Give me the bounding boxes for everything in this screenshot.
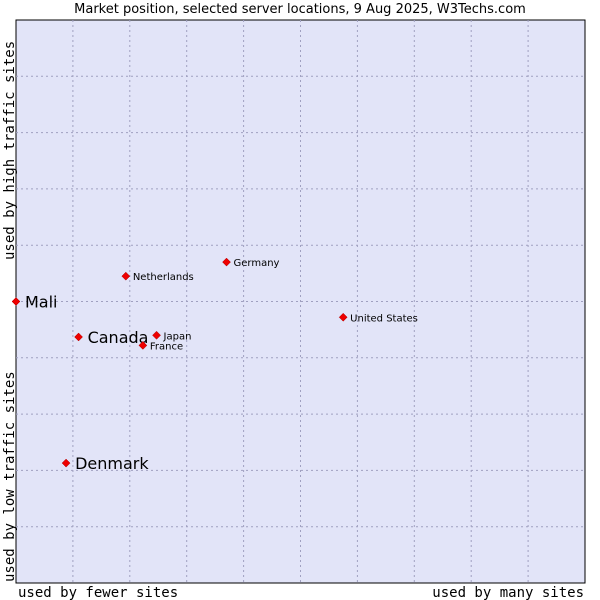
point-label: Germany [234,258,280,269]
x-axis-label-right: used by many sites [432,585,584,600]
point-label: Denmark [75,454,149,473]
point-marker [152,330,161,340]
point-marker [74,332,83,342]
point-marker [61,458,71,468]
y-axis-label-top: used by high traffic sites [2,41,18,260]
point-marker [121,271,131,281]
point-marker [338,312,348,322]
grid-lines [16,20,585,583]
x-axis-label-left: used by fewer sites [18,585,178,600]
point-label: France [150,341,183,352]
data-points: Mali Canada Denmark Netherlands Germany Unite… [11,257,418,473]
point-marker [11,297,21,306]
point-label: Japan [163,331,192,342]
point-label: Netherlands [133,272,194,283]
point-label: United States [350,313,418,324]
chart-title: Market position, selected server locatio… [74,2,526,17]
y-axis-label-bottom: used by low traffic sites [2,371,18,582]
point-marker [222,257,231,267]
point-label: Mali [25,293,58,312]
point-marker [138,341,148,350]
point-label: Canada [88,328,149,347]
